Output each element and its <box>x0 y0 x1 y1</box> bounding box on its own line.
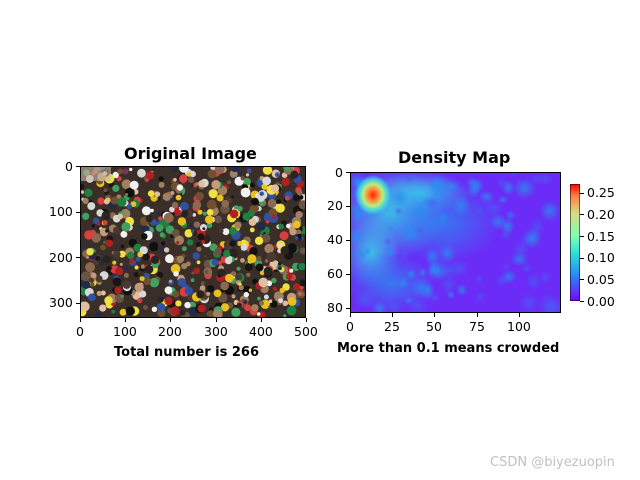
original-image-xtick-mark <box>125 318 126 322</box>
colorbar-tick-label: 0.00 <box>587 294 615 309</box>
colorbar-tick-mark <box>580 279 584 280</box>
original-image-ytick-label: 300 <box>49 295 73 310</box>
original-image-title: Original Image <box>124 144 257 163</box>
density-map-xtick-label: 100 <box>507 319 531 334</box>
density-map-ytick-label: 80 <box>327 300 343 315</box>
colorbar-tick-label: 0.20 <box>587 207 615 222</box>
colorbar-tick-label: 0.25 <box>587 185 615 200</box>
original-image-xtick-label: 500 <box>294 324 318 339</box>
original-image-xtick-mark <box>80 318 81 322</box>
density-map-xtick-label: 0 <box>346 319 354 334</box>
original-image-ytick-label: 100 <box>49 204 73 219</box>
density-map-xtick-mark <box>350 313 351 317</box>
density-map-xtick-label: 50 <box>426 319 442 334</box>
colorbar-tick-label: 0.15 <box>587 229 615 244</box>
original-image-xtick-label: 100 <box>113 324 137 339</box>
density-map-ytick-label: 0 <box>335 165 343 180</box>
colorbar-tick-mark <box>580 236 584 237</box>
density-heatmap <box>351 173 560 312</box>
density-map-xlabel: More than 0.1 means crowded <box>337 341 560 356</box>
colorbar-tick-label: 0.05 <box>587 272 615 287</box>
original-image-xtick-mark <box>216 318 217 322</box>
density-map-xtick-mark <box>477 313 478 317</box>
original-image-ytick-label: 0 <box>65 159 73 174</box>
density-map-xtick-label: 25 <box>384 319 400 334</box>
density-map-xtick-mark <box>392 313 393 317</box>
density-map-ytick-mark <box>346 172 350 173</box>
original-image-xlabel: Total number is 266 <box>114 345 260 360</box>
colorbar-tick-mark <box>580 214 584 215</box>
original-image-xtick-label: 0 <box>76 324 84 339</box>
colorbar-tick-label: 0.10 <box>587 250 615 265</box>
density-map-frame <box>350 172 561 313</box>
density-map-xtick-label: 75 <box>469 319 485 334</box>
colorbar-tick-mark <box>580 301 584 302</box>
density-map-xtick-mark <box>434 313 435 317</box>
original-image-xtick-mark <box>261 318 262 322</box>
colorbar-tick-mark <box>580 193 584 194</box>
original-image-ytick-mark <box>76 166 80 167</box>
watermark: CSDN @biyezuopin <box>490 455 615 470</box>
crowd-photo <box>81 167 305 317</box>
density-hotspot <box>355 175 391 215</box>
density-map-ytick-mark <box>346 308 350 309</box>
original-image-frame <box>80 166 306 318</box>
density-map-ytick-label: 20 <box>327 198 343 213</box>
original-image-xtick-label: 400 <box>249 324 273 339</box>
density-map-ytick-label: 60 <box>327 266 343 281</box>
density-map-xtick-mark <box>519 313 520 317</box>
original-image-xtick-mark <box>170 318 171 322</box>
density-map-ytick-label: 40 <box>327 232 343 247</box>
density-map-ytick-mark <box>346 274 350 275</box>
colorbar-tick-mark <box>580 258 584 259</box>
density-map-ytick-mark <box>346 240 350 241</box>
original-image-ytick-label: 200 <box>49 250 73 265</box>
density-map-title: Density Map <box>398 148 511 167</box>
original-image-ytick-mark <box>76 303 80 304</box>
original-image-xtick-label: 300 <box>204 324 228 339</box>
original-image-xtick-label: 200 <box>158 324 182 339</box>
density-map-ytick-mark <box>346 206 350 207</box>
colorbar <box>570 184 580 301</box>
original-image-ytick-mark <box>76 212 80 213</box>
original-image-xtick-mark <box>306 318 307 322</box>
original-image-ytick-mark <box>76 257 80 258</box>
